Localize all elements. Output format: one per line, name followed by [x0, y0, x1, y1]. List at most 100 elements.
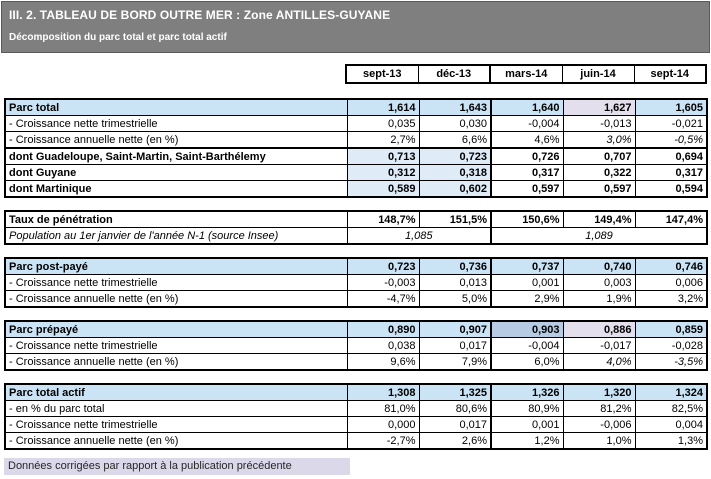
value-cell: -0,004: [490, 337, 564, 354]
value-cell: -0,004: [490, 115, 564, 132]
row-label: - Croissance annuelle nette (en %): [4, 353, 348, 371]
table-row: Parc post-payé 0,723 0,736 0,737 0,740 0,746: [4, 257, 708, 275]
value-cell: 1,0%: [562, 432, 636, 450]
value-cell: 81,0%: [346, 400, 420, 417]
value-cell: 0,017: [418, 337, 492, 354]
value-cell: 0,317: [634, 164, 708, 181]
value-cell: 0,001: [490, 274, 564, 291]
value-cell: 3,2%: [634, 290, 708, 308]
table-row: - en % du parc total 81,0% 80,6% 80,9% 81,2%…: [4, 400, 708, 417]
header-spacer: [4, 65, 346, 83]
value-cell: 0,726: [490, 147, 564, 165]
period-header-row: sept-13 déc-13 mars-14 juin-14 sept-14: [4, 64, 707, 84]
value-cell: 6,6%: [418, 131, 492, 149]
page-title: III. 2. TABLEAU DE BORD OUTRE MER : Zone…: [9, 8, 391, 22]
value-cell: -2,7%: [346, 432, 420, 450]
row-label: Taux de pénétration: [4, 210, 348, 228]
value-cell: 2,6%: [418, 432, 492, 450]
value-cell: 149,4%: [562, 210, 636, 228]
column-header: sept-13: [345, 64, 419, 84]
block-parc-prepaye: Parc prépayé 0,890 0,907 0,903 0,886 0,859- C…: [4, 320, 708, 371]
corrected-data-legend: Données corrigées par rapport à la publi…: [4, 458, 350, 475]
value-cell: 0,707: [562, 147, 636, 165]
value-cell: 82,5%: [634, 400, 708, 417]
value-cell: 0,001: [490, 416, 564, 433]
value-cell: 1,9%: [562, 290, 636, 308]
value-cell: 0,903: [490, 320, 564, 338]
value-cell: -0,006: [562, 416, 636, 433]
table-row: - Croissance annuelle nette (en %) 9,6% 7,…: [4, 353, 708, 371]
table-row: dont Guyane 0,312 0,318 0,317 0,322 0,317: [4, 164, 708, 181]
value-cell: 1,605: [634, 98, 708, 116]
value-cell: -0,028: [634, 337, 708, 354]
row-label: - en % du parc total: [4, 400, 348, 417]
value-cell: 0,594: [634, 180, 708, 198]
row-label: dont Martinique: [4, 180, 348, 198]
row-label: - Croissance nette trimestrielle: [4, 274, 348, 291]
value-cell: 0,746: [634, 257, 708, 275]
value-cell: -0,021: [634, 115, 708, 132]
table-row: - Croissance annuelle nette (en %) -2,7% 2…: [4, 432, 708, 450]
value-cell: 0,030: [418, 115, 492, 132]
row-label: Parc total actif: [4, 383, 348, 401]
value-cell: 1,326: [490, 383, 564, 401]
report-header: III. 2. TABLEAU DE BORD OUTRE MER : Zone…: [1, 1, 710, 53]
population-value-2013: 1,085: [346, 227, 492, 245]
value-cell: -0,5%: [634, 131, 708, 149]
row-label: Parc prépayé: [4, 320, 348, 338]
value-cell: 1,308: [346, 383, 420, 401]
row-label: Parc post-payé: [4, 257, 348, 275]
table-row: - Croissance nette trimestrielle 0,038 0,0…: [4, 337, 708, 354]
column-header: juin-14: [561, 64, 635, 84]
value-cell: 0,003: [562, 274, 636, 291]
table-row: Population au 1er janvier de l'année N-1…: [4, 227, 708, 245]
value-cell: 1,2%: [490, 432, 564, 450]
value-cell: 0,907: [418, 320, 492, 338]
value-cell: 0,723: [346, 257, 420, 275]
dashboard-table: Parc total 1,614 1,643 1,640 1,627 1,605- Cro…: [0, 98, 711, 450]
column-header: mars-14: [489, 64, 563, 84]
block-parc-post-paye: Parc post-payé 0,723 0,736 0,737 0,740 0,746-…: [4, 257, 708, 308]
value-cell: 81,2%: [562, 400, 636, 417]
value-cell: 0,736: [418, 257, 492, 275]
value-cell: 0,004: [634, 416, 708, 433]
value-cell: 0,017: [418, 416, 492, 433]
table-row: dont Martinique 0,589 0,602 0,597 0,597 0,594: [4, 180, 708, 198]
value-cell: 1,3%: [634, 432, 708, 450]
table-row: sept-13 déc-13 mars-14 juin-14 sept-14: [4, 64, 707, 84]
column-header: déc-13: [417, 64, 491, 84]
value-cell: 0,035: [346, 115, 420, 132]
value-cell: 1,643: [418, 98, 492, 116]
value-cell: 0,312: [346, 164, 420, 181]
value-cell: 0,038: [346, 337, 420, 354]
block-parc-total-detail: dont Guadeloupe, Saint-Martin, Saint-Bar…: [4, 147, 708, 198]
row-label: - Croissance annuelle nette (en %): [4, 432, 348, 450]
value-cell: -0,003: [346, 274, 420, 291]
value-cell: -0,013: [562, 115, 636, 132]
value-cell: 0,737: [490, 257, 564, 275]
table-row: - Croissance annuelle nette (en %) 2,7% 6,…: [4, 131, 708, 149]
row-label: Population au 1er janvier de l'année N-1…: [4, 227, 348, 245]
value-cell: 0,006: [634, 274, 708, 291]
table-row: - Croissance annuelle nette (en %) -4,7% 5…: [4, 290, 708, 308]
table-row: dont Guadeloupe, Saint-Martin, Saint-Bar…: [4, 147, 708, 165]
value-cell: 0,322: [562, 164, 636, 181]
table-row: - Croissance nette trimestrielle -0,003 0,…: [4, 274, 708, 291]
value-cell: 3,0%: [562, 131, 636, 149]
value-cell: 2,9%: [490, 290, 564, 308]
value-cell: 0,602: [418, 180, 492, 198]
column-header: sept-14: [633, 64, 707, 84]
value-cell: 1,320: [562, 383, 636, 401]
value-cell: 80,6%: [418, 400, 492, 417]
value-cell: -3,5%: [634, 353, 708, 371]
value-cell: 0,318: [418, 164, 492, 181]
value-cell: 0,597: [562, 180, 636, 198]
table-row: - Croissance nette trimestrielle 0,035 0,0…: [4, 115, 708, 132]
value-cell: 7,9%: [418, 353, 492, 371]
value-cell: 150,6%: [490, 210, 564, 228]
value-cell: 147,4%: [634, 210, 708, 228]
value-cell: 0,013: [418, 274, 492, 291]
value-cell: 1,325: [418, 383, 492, 401]
row-label: - Croissance annuelle nette (en %): [4, 131, 348, 149]
page-subtitle: Décomposition du parc total et parc tota…: [9, 32, 227, 43]
